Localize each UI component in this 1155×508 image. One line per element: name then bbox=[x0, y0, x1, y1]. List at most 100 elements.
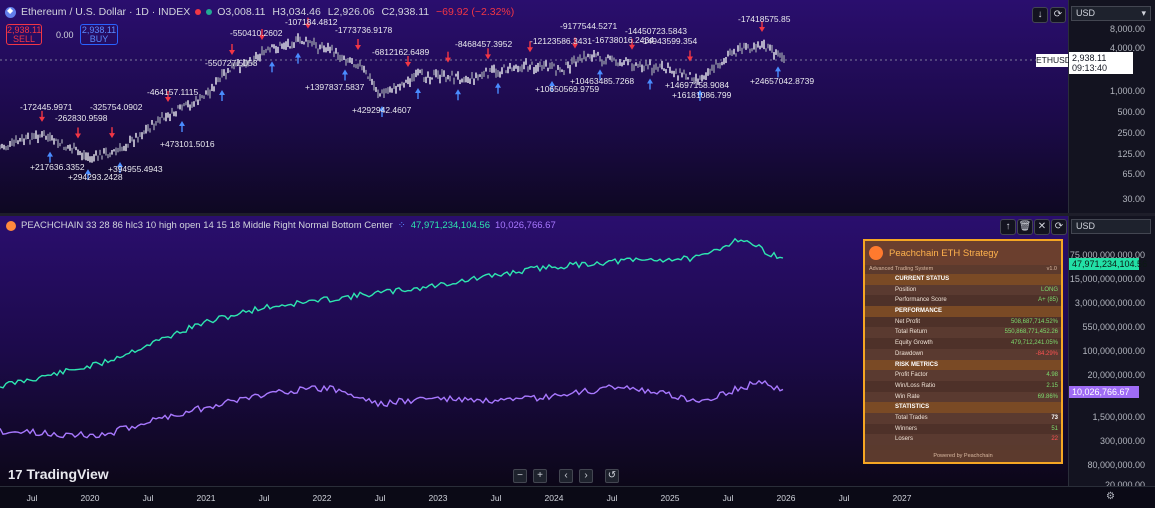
buy-arrow-icon bbox=[455, 89, 461, 95]
trade-pnl-label: -550410.2602 bbox=[230, 28, 283, 38]
panel-row-label: Win Rate bbox=[895, 393, 920, 400]
market-open-icon bbox=[206, 9, 213, 15]
buy-arrow-icon bbox=[117, 162, 123, 167]
trade-pnl-label: -14943599.354 bbox=[640, 36, 697, 46]
buy-arrow-icon bbox=[47, 151, 53, 157]
currency-select[interactable]: USD ▾ bbox=[1071, 6, 1151, 21]
indicator-settings-icon[interactable]: ⁘ bbox=[397, 220, 406, 231]
indicator-tick: 15,000,000,000.00 bbox=[1069, 274, 1145, 284]
panel-title: Peachchain ETH Strategy bbox=[889, 247, 999, 259]
reset-chart-icon[interactable]: ↺ bbox=[605, 469, 619, 483]
sell-arrow-icon bbox=[355, 45, 361, 50]
refresh-icon[interactable]: ⟳ bbox=[1051, 219, 1067, 235]
price-chart[interactable]: -172445.9971-262830.9598-325754.0902 -464… bbox=[0, 0, 1068, 213]
symbol-title[interactable]: Ethereum / U.S. Dollar · 1D · INDEX bbox=[21, 6, 191, 18]
zoom-in-icon[interactable]: + bbox=[533, 469, 547, 483]
panel-footer-text: Powered by Peachchain bbox=[933, 453, 993, 459]
price-scale[interactable]: USD ▾ 8,000.00 4,000.00 1,000.00 500.00 2… bbox=[1068, 0, 1155, 213]
collapse-icon[interactable]: ✕ bbox=[1034, 219, 1050, 235]
pane-divider[interactable] bbox=[0, 213, 1155, 216]
sell-arrow-stem bbox=[529, 41, 531, 49]
sell-arrow-stem bbox=[447, 51, 449, 59]
buy-arrow-stem bbox=[457, 93, 459, 101]
scroll-right-icon[interactable]: › bbox=[579, 469, 593, 483]
trade-pnl-label: -9177544.5271 bbox=[560, 21, 617, 31]
equity-chart[interactable] bbox=[0, 216, 1068, 486]
move-up-icon[interactable]: ↑ bbox=[1000, 219, 1016, 235]
currency-select[interactable]: USD bbox=[1071, 219, 1151, 234]
sell-arrow-icon bbox=[305, 23, 311, 29]
buy-price: 2,938.11 bbox=[81, 25, 117, 35]
time-tick: 2020 bbox=[80, 493, 100, 503]
sell-arrow-stem bbox=[631, 38, 633, 46]
settings-gear-icon[interactable]: ⚙ bbox=[1106, 491, 1115, 502]
low-value: L2,926.06 bbox=[327, 6, 375, 18]
panel-row-label: Position bbox=[895, 286, 917, 293]
secondary-line[interactable] bbox=[0, 379, 784, 439]
last-price: 2,938.11 bbox=[1072, 53, 1107, 63]
panel-row-label: Total Return bbox=[895, 329, 928, 336]
trade-pnl-label: +24657042.8739 bbox=[750, 76, 814, 86]
trade-pnl-label: -464157.1115 bbox=[147, 87, 198, 97]
time-tick: Jul bbox=[258, 493, 270, 503]
scroll-left-icon[interactable]: ‹ bbox=[559, 469, 573, 483]
indicator-scale[interactable]: USD 75,000,000,000.00 15,000,000,000.00 … bbox=[1068, 216, 1155, 490]
indicator-tick: 20,000.00 bbox=[1104, 480, 1145, 490]
trade-pnl-label: -1773736.9178 bbox=[335, 25, 392, 35]
panel-row-value: LONG bbox=[1040, 286, 1058, 293]
delete-icon[interactable]: 🗑 bbox=[1017, 219, 1033, 235]
panel-row: Position LONG bbox=[865, 284, 1061, 296]
sell-arrow-stem bbox=[111, 127, 113, 135]
panel-row-value: 479,712,241.05% bbox=[1010, 340, 1058, 347]
sell-arrow-icon bbox=[229, 50, 235, 55]
trade-pnl-label: -6812162.6489 bbox=[372, 47, 429, 57]
sell-arrow-stem bbox=[357, 39, 359, 46]
buy-arrow-stem bbox=[344, 73, 346, 81]
buy-label: BUY bbox=[89, 34, 109, 44]
equity-line[interactable] bbox=[0, 237, 784, 389]
time-tick: 2025 bbox=[660, 493, 680, 503]
panel-row-value: 4.98 bbox=[1046, 372, 1058, 379]
scroll-down-icon[interactable]: ↓ bbox=[1032, 7, 1048, 23]
ohlc-values: O3,008.11 H3,034.46 L2,926.06 C2,938.11 … bbox=[217, 6, 518, 18]
panel-row-value: 2.15 bbox=[1046, 382, 1058, 389]
indicator-tick: 20,000,000.00 bbox=[1087, 370, 1145, 380]
trade-pnl-label: -16738016.2434 bbox=[592, 35, 654, 45]
buy-button[interactable]: 2,938.11 BUY bbox=[80, 24, 118, 45]
time-tick: 2022 bbox=[312, 493, 332, 503]
time-axis[interactable]: ⚙ Jul 2020 Jul 2021 Jul 2022 Jul 2023 Jul 2024 Jul… bbox=[0, 486, 1155, 508]
equity-value-tag: 47,971,234,104.56 bbox=[1069, 258, 1147, 270]
panel-subtitle-row: Advanced Trading System v1.0 bbox=[865, 265, 1061, 274]
sell-arrow-stem bbox=[261, 29, 263, 36]
price-tick: 250.00 bbox=[1117, 128, 1145, 138]
trade-pnl-label: +473101.5016 bbox=[160, 139, 215, 149]
time-tick: Jul bbox=[722, 493, 734, 503]
zoom-out-icon[interactable]: − bbox=[513, 469, 527, 483]
panel-row: Losers 22 bbox=[865, 434, 1061, 445]
price-tick: 8,000.00 bbox=[1109, 24, 1145, 34]
refresh-icon[interactable]: ⟳ bbox=[1050, 7, 1066, 23]
panel-row: Drawdown -84.29% bbox=[865, 348, 1061, 360]
panel-header: Peachchain ETH Strategy bbox=[865, 241, 1061, 265]
indicator-name[interactable]: PEACHCHAIN 33 28 86 hlc3 10 high open 14… bbox=[21, 220, 393, 231]
panel-subtitle: Advanced Trading System bbox=[869, 266, 934, 272]
sell-button[interactable]: 2,938.11 SELL bbox=[6, 24, 42, 45]
sell-arrow-stem bbox=[167, 91, 169, 98]
panel-section-title: RISK METRICS bbox=[865, 359, 1061, 371]
buy-arrow-stem bbox=[271, 65, 273, 73]
price-chart-pane[interactable]: -172445.9971 -262830.9598 -325754.0902 -464… bbox=[0, 0, 1068, 213]
buy-arrow-stem bbox=[221, 94, 223, 101]
buy-arrow-stem bbox=[181, 125, 183, 132]
buy-arrow-icon bbox=[269, 61, 275, 67]
panel-row-value: 69.86% bbox=[1037, 393, 1058, 400]
panel-row: Total Trades 73 bbox=[865, 412, 1061, 424]
panel-row-label: Winners bbox=[895, 425, 918, 432]
panel-row-label: Drawdown bbox=[895, 350, 924, 357]
tradingview-logo[interactable]: 17 TradingView bbox=[8, 466, 109, 482]
change-value: −69.92 (−2.32%) bbox=[436, 6, 515, 18]
panel-body: CURRENT STATUS Position LONG Performance Sc… bbox=[865, 274, 1061, 445]
sell-arrow-icon bbox=[572, 43, 578, 49]
panel-section-title: PERFORMANCE bbox=[865, 306, 1061, 317]
trade-pnl-label: -17418575.85 bbox=[738, 14, 791, 24]
sell-arrow-stem bbox=[407, 56, 409, 63]
